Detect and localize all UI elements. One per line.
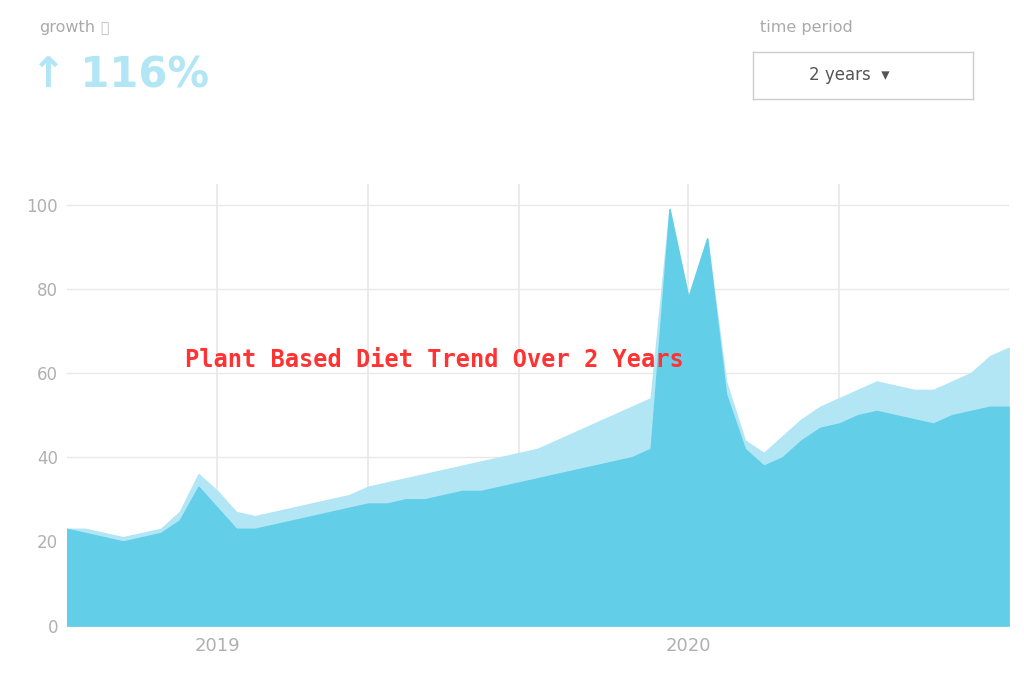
Text: ↑ 116%: ↑ 116% <box>31 54 209 97</box>
Text: Plant Based Diet Trend Over 2 Years: Plant Based Diet Trend Over 2 Years <box>184 348 683 373</box>
Text: 2 years  ▾: 2 years ▾ <box>809 67 890 84</box>
Text: growth: growth <box>39 20 95 35</box>
Text: ⓘ: ⓘ <box>100 21 109 35</box>
Text: time period: time period <box>760 20 853 35</box>
